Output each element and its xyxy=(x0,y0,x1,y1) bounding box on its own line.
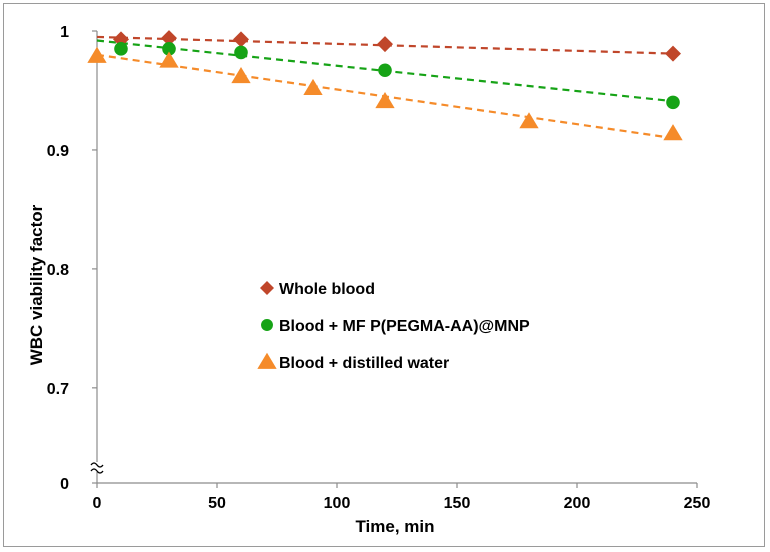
axis-break-line xyxy=(90,468,104,474)
axis-break-gap xyxy=(91,462,103,472)
data-point-series-2 xyxy=(663,124,683,141)
data-point-series-2 xyxy=(231,67,251,84)
legend-label-2: Blood + distilled water xyxy=(279,355,449,372)
legend-label-0: Whole blood xyxy=(279,281,375,298)
legend-marker-1 xyxy=(261,319,273,331)
y-tick-label: 1 xyxy=(60,24,69,41)
data-point-series-2 xyxy=(159,51,179,68)
legend-label-1: Blood + MF P(PEGMA-AA)@MNP xyxy=(279,318,530,335)
y-tick-label: 0.9 xyxy=(47,143,69,160)
axes-layer: 0 0.7 0.8 0.9 1 0 50 100 150 200 250 xyxy=(47,24,711,512)
axis-break-symbol xyxy=(90,462,104,474)
data-point-series-2 xyxy=(303,78,323,95)
x-tick-label: 0 xyxy=(93,495,102,512)
data-point-series-2 xyxy=(519,112,539,129)
axis-break-line xyxy=(90,462,104,468)
x-tick-label: 200 xyxy=(564,495,591,512)
x-axis-title: Time, min xyxy=(355,517,434,536)
legend-marker-0 xyxy=(260,281,274,295)
data-point-series-2 xyxy=(375,91,395,109)
data-point-series-1 xyxy=(162,42,176,56)
data-point-series-1 xyxy=(378,63,392,78)
data-point-series-0 xyxy=(113,31,129,48)
data-point-series-0 xyxy=(233,31,249,48)
x-tick-label: 150 xyxy=(444,495,471,512)
y-tick-label: 0 xyxy=(60,476,69,493)
data-point-series-1 xyxy=(234,45,248,60)
marker-layer xyxy=(87,30,683,141)
trendline-layer xyxy=(96,35,674,140)
x-tick-label: 50 xyxy=(208,495,226,512)
data-point-series-0 xyxy=(665,45,681,62)
x-tick-label: 100 xyxy=(324,495,351,512)
data-point-series-1 xyxy=(666,95,680,110)
data-point-series-2 xyxy=(87,46,107,63)
legend: Whole blood Blood + MF P(PEGMA-AA)@MNP Blo… xyxy=(257,281,530,372)
data-point-series-0 xyxy=(377,36,393,53)
data-point-series-0 xyxy=(161,30,177,47)
y-tick-label: 0.7 xyxy=(47,381,69,398)
x-tick-label: 250 xyxy=(684,495,711,512)
y-tick-label: 0.8 xyxy=(47,262,69,279)
y-axis-title: WBC viability factor xyxy=(27,204,46,365)
data-point-series-1 xyxy=(114,42,128,56)
legend-marker-2 xyxy=(257,352,277,369)
